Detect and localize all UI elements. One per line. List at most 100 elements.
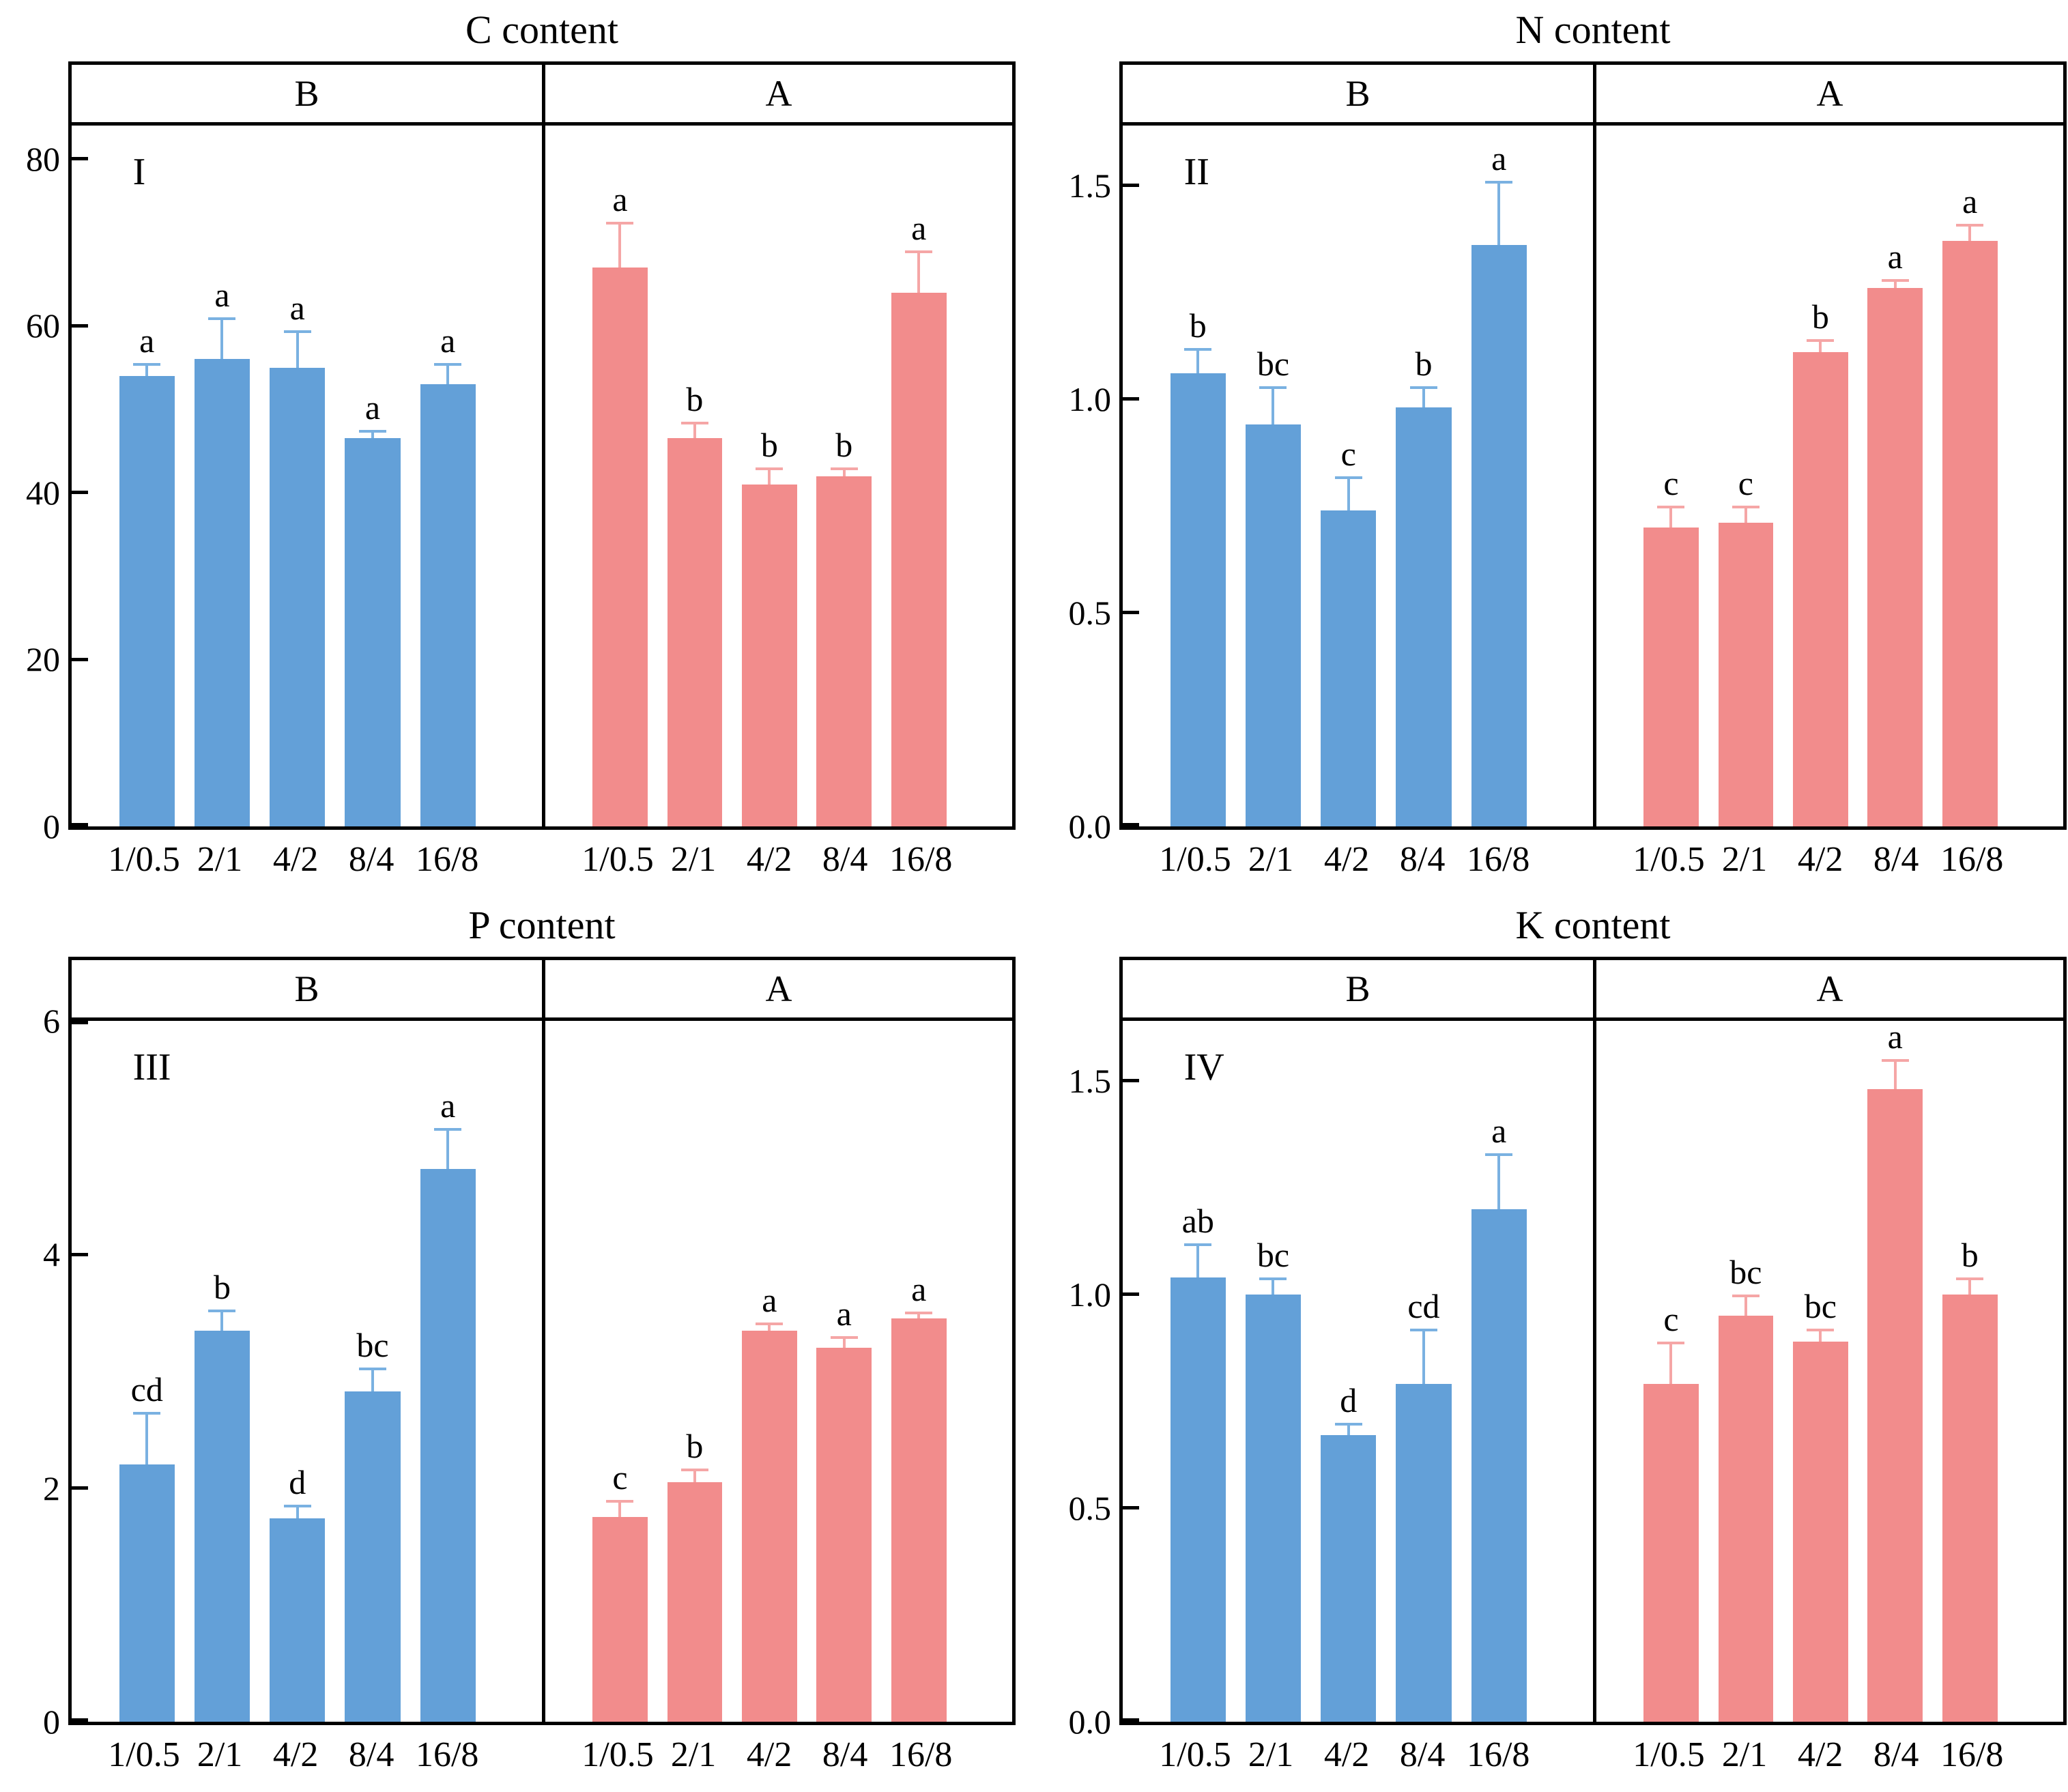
bar [270,1518,326,1722]
x-tick-label: 16/8 [1940,840,2004,879]
bar [1643,527,1699,826]
error-bar-line [1819,1328,1822,1342]
error-bar-cap [1657,506,1685,509]
error-bar [680,422,708,439]
x-tick-label: 4/2 [746,840,792,879]
bar [194,1330,250,1722]
error-bar [133,363,161,376]
y-axis: 0 20 40 60 80 [5,126,68,844]
error-bar-cap [680,422,708,425]
error-bar-line [1497,1153,1501,1209]
error-bar [1485,1153,1513,1209]
bar [1396,407,1452,826]
error-bar [208,1309,236,1331]
y-tick-mark [1123,611,1139,615]
error-bar-line [693,1468,696,1483]
error-bar [208,317,236,360]
significance-letter: a [762,1280,777,1319]
error-bar [283,330,311,368]
significance-letter: a [289,288,305,327]
chart-N: N content 0.0 0.5 1.0 1.5 B A II b bc c b a c c b a a 1/0.… [1057,4,2067,886]
error-bar [283,1504,311,1519]
bar [1245,1294,1302,1722]
x-tick-label: 2/1 [197,1735,243,1774]
y-tick-label: 0 [43,1703,60,1741]
error-bar-line [1347,476,1350,510]
x-tick-label: 16/8 [889,840,953,879]
error-bar-line [768,1322,771,1331]
error-bar-line [1968,224,1972,242]
panel-numeral: III [132,1046,171,1088]
x-tick-label: 16/8 [1940,1735,2004,1774]
significance-letter: b [1415,345,1433,383]
y-tick-label: 1.5 [1068,166,1112,205]
error-bar-line [842,1336,846,1348]
error-bar-cap [830,467,858,471]
error-bar-cap [1881,279,1909,283]
bar [592,267,648,826]
error-bar-cap [208,317,236,321]
y-tick-label: 1.5 [1068,1061,1112,1100]
error-bar-cap [434,363,462,366]
error-bar [358,1368,386,1391]
x-tick-label: 2/1 [1721,1735,1768,1774]
error-bar [1881,279,1909,288]
error-bar-cap [1259,386,1287,389]
significance-letter: bc [1256,1235,1290,1274]
significance-letter: a [911,209,927,248]
error-bar-line [371,1368,374,1391]
error-bar-cap [133,1412,161,1415]
error-bar [1956,1277,1984,1295]
x-tick-label: 8/4 [822,840,868,879]
x-axis-half: 1/0.5 2/1 4/2 8/4 16/8 [1119,1725,1593,1781]
x-axis-labels: 1/0.5 2/1 4/2 8/4 16/8 1/0.5 2/1 4/2 8/4 16/8 [1119,1725,2067,1781]
x-tick-label: 8/4 [1873,1735,1919,1774]
bar [119,1464,175,1722]
y-tick-mark [1123,1718,1139,1722]
error-bar [1657,506,1685,528]
group-header-label-A: A [542,960,1012,1017]
bar [891,292,947,826]
error-bar-cap [1657,1341,1685,1344]
y-tick-label: 1.0 [1068,379,1112,418]
error-bar-line [1347,1422,1350,1436]
x-tick-label: 1/0.5 [581,1735,654,1774]
x-tick-label: 16/8 [1466,840,1530,879]
error-bar-cap [1956,1277,1984,1280]
x-tick-label: 16/8 [889,1735,953,1774]
group-header-label-B: B [1345,968,1370,1009]
error-bar-cap [1956,224,1984,227]
group-header-label-A: A [1593,960,2063,1017]
error-bar-cap [1485,1153,1513,1157]
significance-letter: c [1340,434,1356,473]
x-tick-label: 2/1 [1248,1735,1294,1774]
error-bar-cap [208,1309,236,1312]
error-bar-cap [358,430,386,433]
significance-letter: bc [356,1326,389,1365]
x-tick-label: 1/0.5 [1633,1735,1705,1774]
chart-title: N content [1515,8,1671,52]
x-tick-label: 8/4 [1399,1735,1446,1774]
error-bar-line [446,1128,450,1170]
bar [891,1318,947,1722]
x-axis-half: 1/0.5 2/1 4/2 8/4 16/8 [542,830,1016,886]
error-bar-cap [905,1312,933,1315]
subpanel-A: a b b b a [542,126,1012,826]
x-tick-label: 4/2 [746,1735,792,1774]
x-tick-label: 8/4 [348,840,394,879]
significance-letter: a [214,276,230,315]
bar [816,1348,872,1722]
bar [1867,1089,1923,1722]
plot-area: IV ab bc d cd a c bc bc a b [1123,1018,2063,1722]
error-bar [1881,1059,1909,1090]
error-bar-cap [434,1128,462,1131]
error-bar [1956,224,1984,242]
x-tick-label: 4/2 [1323,840,1370,879]
significance-letter: bc [1729,1252,1762,1291]
error-bar-cap [1184,1243,1212,1246]
bar [345,438,401,826]
significance-letter: a [612,179,628,218]
significance-letter: a [1887,237,1903,276]
x-tick-label: 4/2 [1323,1735,1370,1774]
